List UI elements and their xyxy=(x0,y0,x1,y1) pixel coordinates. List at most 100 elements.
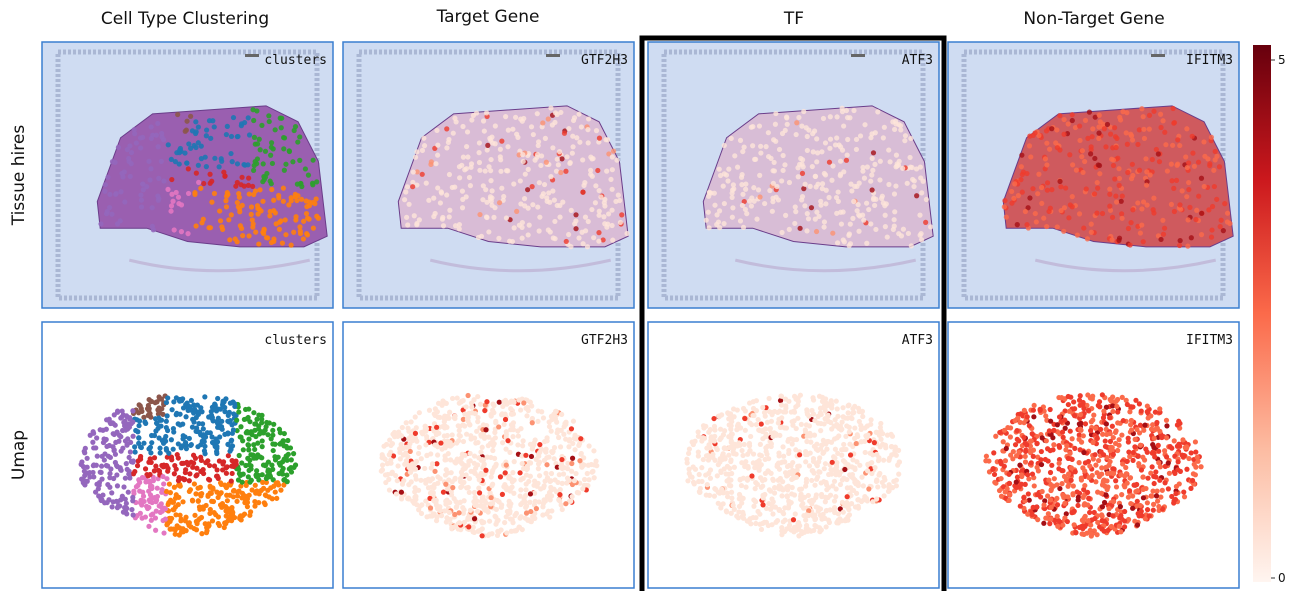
panel-label: IFITM3 xyxy=(1186,333,1233,348)
umap-point xyxy=(1046,458,1051,463)
spot xyxy=(514,132,519,137)
umap-point xyxy=(760,493,765,498)
spot xyxy=(467,175,472,180)
spot xyxy=(1044,162,1049,167)
umap-point xyxy=(493,420,498,425)
umap-point xyxy=(145,506,150,511)
colorbar-tick-label: 5 xyxy=(1278,53,1286,67)
spot xyxy=(603,137,608,142)
umap-point xyxy=(450,432,455,437)
umap-point xyxy=(1164,418,1169,423)
spot xyxy=(896,231,901,236)
umap-point xyxy=(215,439,220,444)
spot xyxy=(548,105,553,110)
umap-point xyxy=(225,419,230,424)
umap-point xyxy=(712,438,717,443)
spot xyxy=(1120,194,1125,199)
spot xyxy=(122,199,127,204)
umap-point xyxy=(815,474,820,479)
umap-point xyxy=(1169,446,1174,451)
umap-point xyxy=(501,484,506,489)
umap-point xyxy=(1189,450,1194,455)
umap-point xyxy=(536,461,541,466)
spot xyxy=(1180,188,1185,193)
umap-point xyxy=(1059,481,1064,486)
umap-point xyxy=(778,398,783,403)
spot xyxy=(1184,126,1189,131)
spot xyxy=(280,241,285,246)
umap-point xyxy=(718,505,723,510)
umap-point xyxy=(130,408,135,413)
umap-point xyxy=(580,486,585,491)
umap-point xyxy=(798,393,803,398)
umap-point xyxy=(1032,403,1037,408)
umap-point xyxy=(472,516,477,521)
spot xyxy=(566,232,571,237)
umap-point xyxy=(795,416,800,421)
spot xyxy=(122,169,127,174)
umap-point xyxy=(413,431,418,436)
spot xyxy=(168,209,173,214)
umap-point xyxy=(94,482,99,487)
fiducial xyxy=(245,54,259,57)
umap-point xyxy=(759,421,764,426)
spot xyxy=(598,194,603,199)
spot xyxy=(580,190,585,195)
spot xyxy=(828,114,833,119)
spot xyxy=(217,164,222,169)
spot xyxy=(247,191,252,196)
umap-point xyxy=(1141,487,1146,492)
spot xyxy=(204,133,209,138)
umap-point xyxy=(1109,524,1114,529)
umap-point xyxy=(553,416,558,421)
umap-point xyxy=(569,426,574,431)
umap-point xyxy=(511,491,516,496)
spot xyxy=(1096,124,1101,129)
umap-point xyxy=(535,419,540,424)
spot xyxy=(617,198,622,203)
spot xyxy=(169,203,174,208)
spot xyxy=(596,239,601,244)
umap-point xyxy=(131,512,136,517)
umap-point xyxy=(1153,410,1158,415)
spot xyxy=(892,217,897,222)
umap-point xyxy=(699,479,704,484)
umap-point xyxy=(412,485,417,490)
umap-point xyxy=(499,502,504,507)
umap-point xyxy=(400,482,405,487)
umap-point xyxy=(763,426,768,431)
spot xyxy=(536,139,541,144)
umap-point xyxy=(1081,495,1086,500)
umap-point xyxy=(227,410,232,415)
umap-point xyxy=(427,408,432,413)
spot xyxy=(844,158,849,163)
spot xyxy=(721,221,726,226)
spot xyxy=(781,153,786,158)
spot xyxy=(1141,114,1146,119)
umap-point xyxy=(457,500,462,505)
umap-point xyxy=(180,499,185,504)
umap-point xyxy=(399,490,404,495)
spot xyxy=(260,199,265,204)
umap-point xyxy=(776,417,781,422)
umap-point xyxy=(1126,449,1131,454)
spot xyxy=(800,194,805,199)
spot xyxy=(1184,194,1189,199)
umap-point xyxy=(147,499,152,504)
spot xyxy=(872,162,877,167)
spot xyxy=(501,194,506,199)
spot xyxy=(721,184,726,189)
umap-point xyxy=(527,500,532,505)
spot xyxy=(1095,186,1100,191)
umap-point xyxy=(118,415,123,420)
umap-point xyxy=(126,471,131,476)
umap-point xyxy=(124,461,129,466)
umap-point xyxy=(236,409,241,414)
umap-point xyxy=(160,487,165,492)
umap-point xyxy=(135,463,140,468)
umap-point xyxy=(760,502,765,507)
umap-point xyxy=(809,498,814,503)
umap-point xyxy=(804,477,809,482)
spot xyxy=(225,124,230,129)
umap-point xyxy=(706,457,711,462)
